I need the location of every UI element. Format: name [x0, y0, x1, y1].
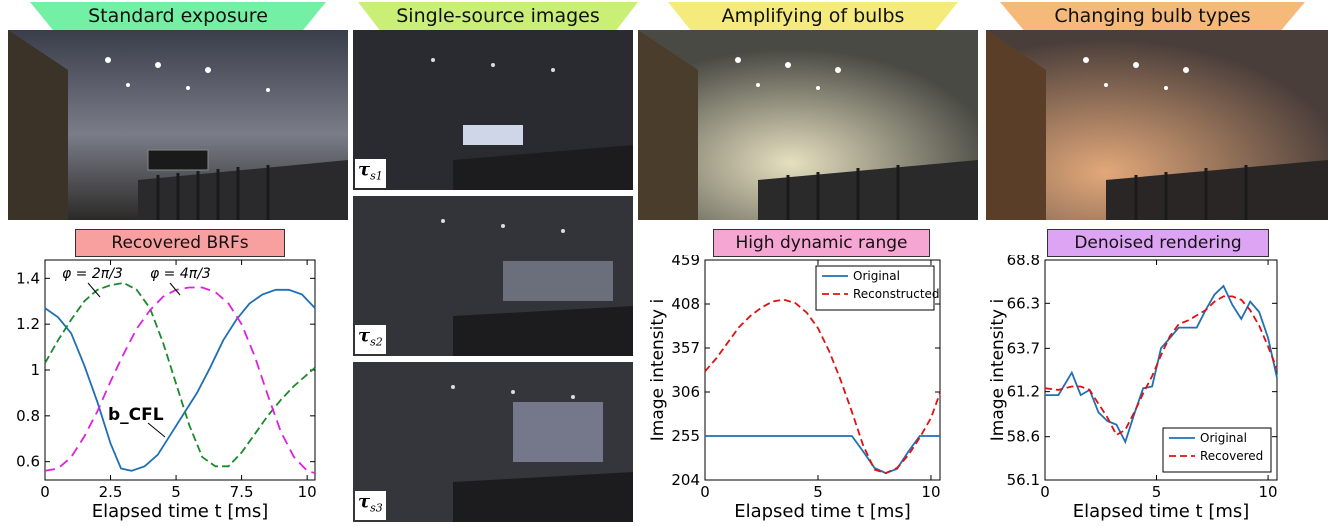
- photo-changing-bulbs: [986, 30, 1328, 220]
- y-tick-label: 66.3: [1007, 294, 1040, 312]
- y-tick-label: 61.2: [1007, 383, 1040, 401]
- x-tick-label: 2.5: [99, 483, 123, 501]
- y-tick-label: 1.2: [16, 315, 40, 333]
- photo-single-source-3: τs3: [353, 362, 633, 522]
- annotation-phi-2pi3: φ = 2π/3: [62, 266, 123, 282]
- annotation-arrow-3: [147, 422, 166, 438]
- y-axis-label: Image intensity i: [648, 299, 668, 441]
- tag-high-dynamic-range: High dynamic range: [713, 229, 930, 257]
- legend-label: Original: [1200, 431, 1247, 445]
- annotation-arrow-1: [87, 282, 101, 298]
- y-tick-label: 357: [671, 339, 700, 357]
- y-tick-label: 68.8: [1007, 255, 1040, 269]
- photo-standard-exposure: [8, 30, 348, 220]
- x-axis-label: Elapsed time t [ms]: [734, 501, 911, 522]
- y-tick-label: 63.7: [1007, 339, 1040, 357]
- legend-label: Reconstructed: [853, 287, 940, 301]
- series-line-1: [44, 281, 316, 468]
- photo-single-source-1: τs1: [353, 30, 633, 190]
- x-tick-label: 5: [171, 483, 181, 501]
- photo-single-source-2: τs2: [353, 196, 633, 356]
- banner-standard-exposure: Standard exposure: [30, 2, 326, 31]
- banner-single-source: Single-source images: [358, 2, 638, 31]
- tag-recovered-brfs: Recovered BRFs: [75, 229, 285, 257]
- x-axis-label: Elapsed time t [ms]: [1073, 501, 1250, 522]
- y-tick-label: 0.6: [16, 453, 40, 471]
- tau-s3-label: τs3: [355, 491, 386, 520]
- y-tick-label: 204: [671, 471, 700, 489]
- x-tick-label: 5: [1152, 483, 1162, 501]
- x-tick-label: 0: [700, 483, 710, 501]
- y-tick-label: 0.8: [16, 407, 40, 425]
- annotation-phi-4pi3: φ = 4π/3: [150, 266, 211, 282]
- chart-recovered-brfs: 0 2.5 5 7.5 10 0.6 0.8 1 1.2 1.4 Elapsed time t [m…: [16, 259, 317, 522]
- y-tick-label: 306: [671, 383, 700, 401]
- tag-denoised-rendering: Denoised rendering: [1047, 229, 1269, 257]
- legend-label: Recovered: [1200, 449, 1263, 463]
- annotation-arrow-2: [169, 282, 181, 296]
- annotation-bcfl: b_CFL: [108, 405, 164, 425]
- y-tick-label: 408: [671, 295, 700, 313]
- y-tick-label: 58.6: [1007, 428, 1040, 446]
- y-tick-label: 1.4: [16, 269, 40, 287]
- photo-amplifying: [638, 30, 978, 220]
- x-tick-label: 0: [1040, 483, 1050, 501]
- banner-changing-bulbs: Changing bulb types: [1000, 2, 1305, 31]
- chart-denoised-rendering: 0 5 10 56.1 58.6 61.2 63.7 66.3 68.8 Elapsed time…: [988, 255, 1278, 522]
- x-tick-label: 10: [1259, 483, 1278, 501]
- y-tick-label: 56.1: [1007, 471, 1040, 489]
- y-tick-label: 459: [671, 255, 700, 269]
- series-line-1: [704, 298, 941, 475]
- banner-amplifying: Amplifying of bulbs: [668, 2, 958, 31]
- x-tick-label: 10: [298, 483, 317, 501]
- y-axis-label: Image intensity i: [988, 299, 1008, 441]
- corridor-image: [8, 30, 348, 220]
- x-tick-label: 5: [813, 483, 823, 501]
- y-tick-label: 1: [30, 361, 40, 379]
- series-line-1: [1044, 295, 1278, 437]
- legend-box: [1162, 427, 1272, 473]
- chart-high-dynamic-range: 0 5 10 204 255 306 357 408 459 Elapsed time t [ms…: [648, 255, 941, 522]
- x-axis-label: Elapsed time t [ms]: [92, 501, 269, 522]
- x-tick-label: 0: [40, 483, 50, 501]
- series-line-2: [44, 286, 316, 474]
- tau-s1-label: τs1: [355, 159, 386, 188]
- x-tick-label: 10: [921, 483, 940, 501]
- legend-label: Original: [853, 269, 900, 283]
- tau-s2-label: τs2: [355, 325, 386, 354]
- x-tick-label: 7.5: [230, 483, 254, 501]
- y-tick-label: 255: [671, 427, 700, 445]
- legend-box: [815, 265, 935, 311]
- series-line-0: [44, 288, 316, 472]
